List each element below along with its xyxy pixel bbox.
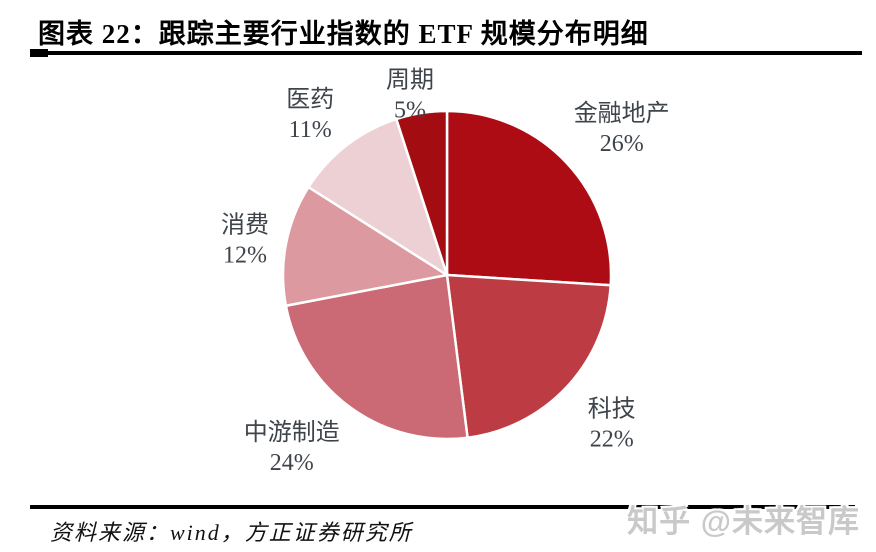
footer-divider-rule xyxy=(30,505,855,509)
pie-slice-percent-1: 22% xyxy=(590,426,634,452)
title-divider-rule xyxy=(30,49,862,57)
pie-slice-0 xyxy=(445,109,613,287)
pie-slice-name-2: 中游制造 xyxy=(244,419,340,446)
pie-slice-2 xyxy=(284,273,469,441)
pie-slice-percent-0: 26% xyxy=(600,131,644,157)
pie-slice-3 xyxy=(281,185,449,307)
pie-slice-percent-3: 12% xyxy=(223,243,267,269)
pie-slice-name-3: 消费 xyxy=(221,212,269,239)
pie-slice-percent-5: 5% xyxy=(394,97,426,123)
pie-slice-percent-4: 11% xyxy=(289,117,332,143)
pie-slice-name-1: 科技 xyxy=(588,395,636,422)
pie-slice-name-4: 医药 xyxy=(286,86,334,113)
pie-slice-5 xyxy=(395,109,449,277)
pie-slice-name-0: 金融地产 xyxy=(574,100,670,127)
source-text: 资料来源：wind，方正证券研究所 xyxy=(50,520,413,545)
pie-slice-4 xyxy=(307,117,449,277)
pie-slice-percent-2: 24% xyxy=(270,450,314,476)
pie-slice-1 xyxy=(445,273,612,439)
pie-slice-name-5: 周期 xyxy=(386,67,434,93)
page-title: 图表 22：跟踪主要行业指数的 ETF 规模分布明细 xyxy=(38,19,649,49)
watermark-text: 知乎 @未来智库 xyxy=(627,504,860,539)
